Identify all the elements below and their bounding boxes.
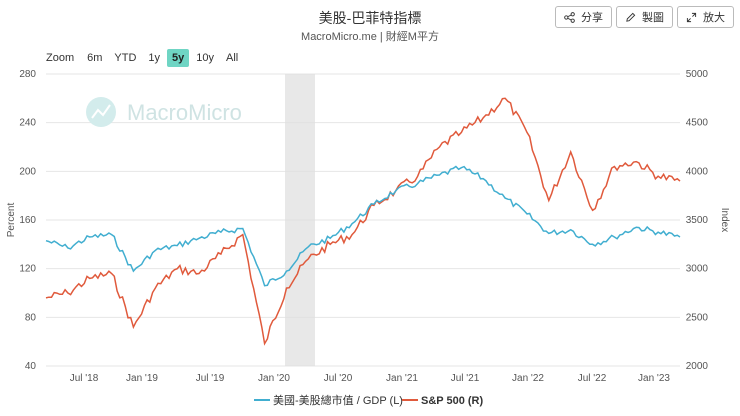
toolbar: 分享 製圖 放大 [555, 6, 734, 28]
y-tick-right: 2500 [686, 312, 709, 323]
zoom-selector: Zoom 6m YTD 1y 5y 10y All [46, 49, 243, 67]
share-icon [564, 11, 575, 23]
chart-maker-label: 製圖 [642, 12, 664, 24]
series-line-sp500 [45, 97, 681, 346]
zoom-10y-button[interactable]: 10y [196, 52, 215, 64]
x-tick: Jan '22 [512, 373, 544, 384]
y-tick-left: 120 [19, 264, 36, 275]
pencil-icon [626, 12, 636, 22]
x-tick: Jan '21 [386, 373, 418, 384]
x-tick: Jan '23 [638, 373, 670, 384]
zoom-ytd-button[interactable]: YTD [114, 52, 137, 64]
grid-lines [46, 73, 680, 367]
recession-shade [285, 74, 315, 366]
y-tick-left: 280 [19, 69, 36, 80]
zoom-5y-button[interactable]: 5y [167, 49, 190, 67]
x-tick: Jul '18 [70, 373, 99, 384]
y-axis-right-ticks: 2000 2500 3000 3500 4000 4500 5000 [686, 69, 709, 372]
y-tick-right: 4500 [686, 118, 709, 129]
y-tick-right: 4000 [686, 166, 709, 177]
y-tick-right: 5000 [686, 69, 709, 80]
watermark-text: MacroMicro [127, 100, 242, 125]
y-tick-left: 240 [19, 118, 36, 129]
y-tick-left: 40 [25, 361, 37, 372]
chart-subtitle: MacroMicro.me | 財經M平方 [301, 31, 439, 43]
x-tick: Jan '20 [258, 373, 290, 384]
watermark: MacroMicro [86, 97, 242, 127]
chart-title: 美股-巴菲特指標 [318, 10, 422, 26]
legend-item-buffett[interactable]: 美國-美股總市值 / GDP (L) [273, 393, 403, 407]
zoom-1y-button[interactable]: 1y [148, 52, 161, 64]
expand-icon [686, 12, 697, 22]
share-button[interactable]: 分享 [555, 6, 612, 28]
legend-item-sp500[interactable]: S&P 500 (R) [421, 395, 483, 407]
y-axis-left-title: Percent [6, 203, 17, 238]
y-tick-left: 200 [19, 166, 36, 177]
zoom-6m-button[interactable]: 6m [87, 52, 103, 64]
zoom-all-button[interactable]: All [226, 52, 239, 64]
x-axis-ticks: Jul '18 Jan '19 Jul '19 Jan '20 Jul '20 Jan '… [70, 373, 671, 384]
enlarge-label: 放大 [703, 12, 725, 24]
series-line-buffett-indicator [45, 165, 681, 287]
y-tick-right: 3000 [686, 264, 709, 275]
y-tick-left: 160 [19, 215, 36, 226]
zoom-label: Zoom [46, 52, 75, 64]
x-tick: Jan '19 [126, 373, 158, 384]
y-axis-right-title: Index [719, 208, 730, 232]
x-tick: Jul '21 [451, 373, 480, 384]
enlarge-button[interactable]: 放大 [677, 6, 734, 28]
y-tick-right: 2000 [686, 361, 709, 372]
x-tick: Jul '22 [578, 373, 607, 384]
share-label: 分享 [581, 12, 603, 24]
y-tick-left: 80 [25, 312, 37, 323]
y-tick-right: 3500 [686, 215, 709, 226]
x-tick: Jul '19 [196, 373, 225, 384]
chart-maker-button[interactable]: 製圖 [616, 6, 673, 28]
legend: 美國-美股總市值 / GDP (L) S&P 500 (R) [254, 393, 483, 407]
y-axis-left-ticks: 40 80 120 160 200 240 280 [19, 69, 36, 372]
x-tick: Jul '20 [324, 373, 353, 384]
